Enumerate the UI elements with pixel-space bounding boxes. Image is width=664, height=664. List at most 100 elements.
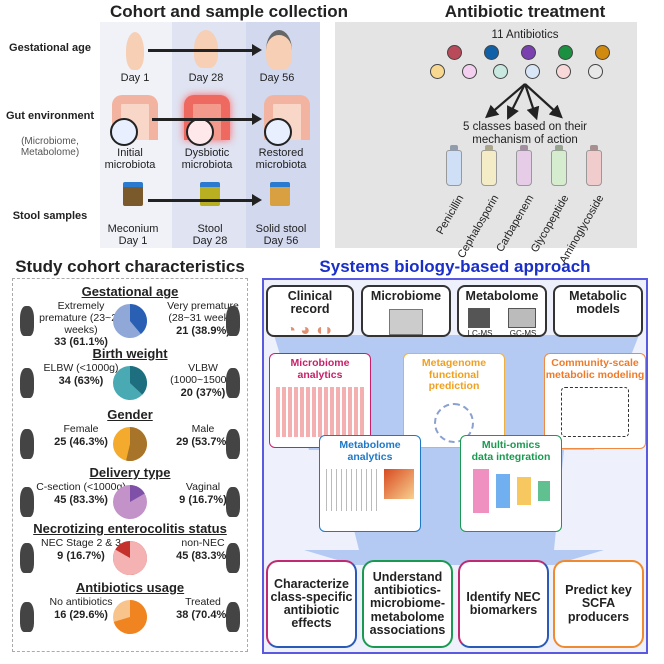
antibiotic-pill-icon [493, 64, 508, 79]
section-heading: Necrotizing enterocolitis status [33, 521, 227, 536]
right-silhouette-icon [226, 602, 240, 632]
characteristics-box [12, 278, 248, 652]
card-metagenome-prediction: Metagenome functional prediction [403, 353, 505, 448]
left-group-label: ELBW (<1000g) [43, 362, 119, 374]
microbiota-label: Initial microbiota [104, 147, 156, 172]
section-heading: Gender [107, 407, 153, 422]
timeline-arrow [152, 113, 262, 125]
source-label: Microbiome [370, 289, 442, 303]
left-group: ELBW (<1000g) 34 (63%) [36, 362, 126, 387]
lc-ms-label: LC-MS [467, 328, 493, 338]
right-group-label: non-NEC [181, 537, 225, 549]
timeline-arrow [148, 44, 262, 56]
left-silhouette-icon [20, 306, 34, 336]
sequencer-icon [389, 308, 423, 335]
left-group-count: 45 (83.3%) [54, 493, 108, 506]
clinical-icons: ◔ ◕ ◖◗ [286, 322, 334, 339]
goal-characterize: Characterize class-specific antibiotic e… [266, 560, 357, 648]
timeline-arrow [148, 194, 262, 206]
right-group-label: Very premature (28~31 weeks) [167, 300, 239, 324]
right-group-label: Male [191, 423, 215, 435]
card-label: Community-scale metabolic modeling [545, 357, 645, 381]
left-group: Extremely premature (23~27 weeks) 33 (61.… [36, 300, 126, 349]
antibiotic-title: Antibiotic treatment [444, 2, 606, 21]
card-label: Multi-omics data integration [471, 439, 551, 463]
microbiota-lens-icon [264, 118, 292, 146]
left-silhouette-icon [20, 429, 34, 459]
right-group-count: 29 (53.7%) [176, 435, 230, 448]
vial-icon [586, 150, 602, 186]
bar-plot-thumbnail [276, 387, 364, 438]
heatmap-icon [384, 469, 414, 500]
source-metabolome: Metabolome LC-MS GC-MS [457, 285, 547, 337]
vial-icon [516, 150, 532, 186]
left-group-label: C-section (<1000g) [36, 481, 126, 493]
source-label: Metabolic models [569, 289, 627, 316]
microbiota-lens-icon [110, 118, 138, 146]
card-label: Microbiome analytics [290, 357, 350, 381]
classes-caption: 5 classes based on their mechanism of ac… [462, 121, 588, 146]
left-group-count: 34 (63%) [58, 374, 104, 387]
source-clinical-record: Clinical record ◔ ◕ ◖◗ [266, 285, 354, 339]
left-group-count: 9 (16.7%) [57, 549, 105, 562]
left-group-label: No antibiotics [49, 596, 113, 608]
antibiotic-pill-icon [461, 64, 477, 79]
antibiotic-pill-icon [430, 64, 445, 79]
right-silhouette-icon [226, 368, 240, 398]
layer-icon [537, 481, 550, 502]
stool-day: Day 56 [263, 235, 299, 247]
pie-chart [113, 366, 148, 400]
antibiotic-count: 11 Antibiotics [491, 29, 559, 41]
right-silhouette-icon [226, 306, 240, 336]
antibiotic-pill-icon [556, 64, 571, 79]
stool-day: Day 1 [118, 235, 148, 247]
row-label-stool: Stool samples [12, 210, 88, 222]
source-microbiome: Microbiome [361, 285, 451, 337]
pie-chart [113, 427, 148, 461]
vial-icon [481, 150, 497, 186]
cohort-title: Cohort and sample collection [110, 2, 349, 21]
left-group: C-section (<1000g) 45 (83.3%) [36, 481, 126, 506]
fetus-icon [126, 32, 144, 70]
left-group-label: Extremely premature (23~27 weeks) [39, 300, 123, 336]
right-group: Very premature (28~31 weeks) 21 (38.9%) [158, 300, 248, 337]
section-heading: Antibiotics usage [75, 580, 185, 595]
lc-ms-icon [468, 307, 490, 328]
section-heading: Delivery type [89, 465, 171, 480]
left-silhouette-icon [20, 487, 34, 517]
stool-label: Meconium [107, 223, 159, 235]
right-group-label: Vaginal [185, 481, 221, 493]
left-group: Female 25 (46.3%) [36, 423, 126, 448]
card-microbiome-analytics: Microbiome analytics [269, 353, 371, 448]
source-label: Clinical record [287, 289, 333, 316]
pie-slice-right [130, 485, 145, 502]
pie-chart [112, 541, 147, 575]
characteristics-title: Study cohort characteristics [15, 257, 245, 276]
spectrum-icon [326, 469, 378, 512]
pie-slice-right [112, 541, 147, 575]
antibiotic-pill-icon [558, 45, 573, 60]
left-silhouette-icon [20, 543, 34, 573]
left-group-label: Female [63, 423, 99, 435]
vial-icon [551, 150, 567, 186]
systems-panel: Clinical record ◔ ◕ ◖◗ Microbiome Metabo… [262, 278, 648, 654]
antibiotic-panel [335, 22, 637, 248]
infant-day56-icon [266, 30, 292, 70]
section-heading: Gestational age [81, 284, 179, 299]
stool-day: Day 28 [192, 235, 228, 247]
pie-slice-right [113, 600, 148, 634]
stool-cup-icon [200, 182, 220, 206]
solid-stool-cup-icon [270, 182, 290, 206]
right-group-count: 45 (83.3%) [176, 549, 230, 562]
meconium-cup-icon [123, 182, 143, 206]
pie-slice-right [130, 304, 148, 335]
section-heading: Birth weight [92, 346, 168, 361]
card-community-modeling: Community-scale metabolic modeling [544, 353, 646, 449]
goal-predict-scfa: Predict key SCFA producers [553, 560, 644, 648]
left-group-count: 33 (61.1%) [54, 336, 108, 349]
right-group-count: 9 (16.7%) [179, 493, 227, 506]
microbiota-label: Dysbiotic microbiota [181, 147, 233, 172]
pie-slice-right [130, 366, 148, 395]
right-group-label: VLBW (1000~1500g) [170, 362, 236, 386]
stool-label: Stool [197, 223, 223, 235]
